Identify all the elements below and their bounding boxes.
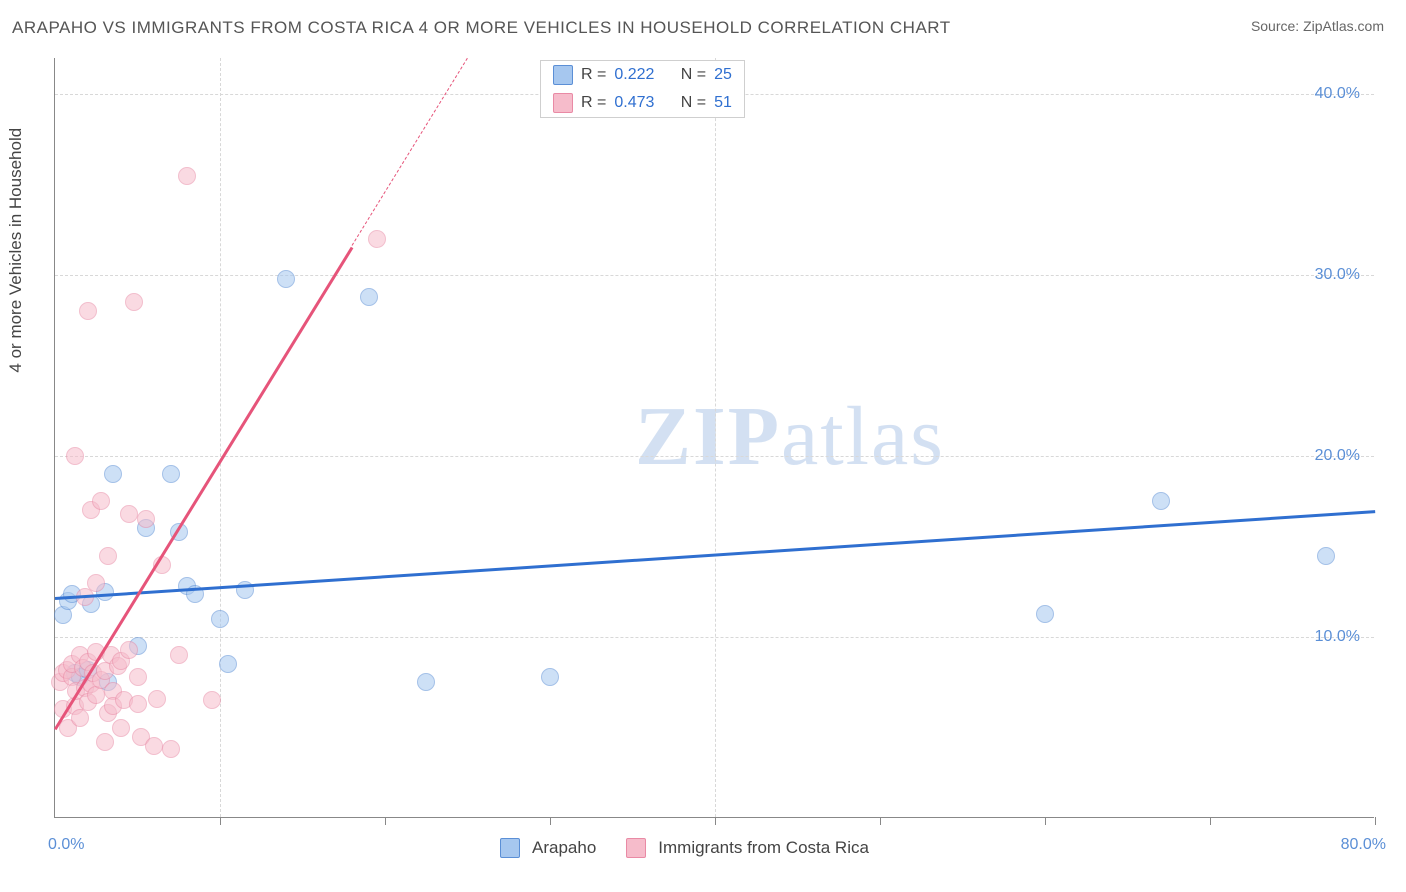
scatter-point — [145, 737, 163, 755]
scatter-point — [96, 733, 114, 751]
legend-correlation: R = 0.222 N = 25 R = 0.473 N = 51 — [540, 60, 745, 118]
legend-n-value: 25 — [714, 66, 732, 84]
x-tick-0: 0.0% — [48, 836, 84, 854]
plot-area: ZIPatlas 10.0% 20.0% 30.0% 40.0% — [54, 58, 1374, 818]
scatter-point — [219, 655, 237, 673]
scatter-point — [162, 740, 180, 758]
y-tick-label: 30.0% — [1315, 266, 1360, 284]
scatter-point — [120, 505, 138, 523]
legend-n-label: N = — [676, 66, 706, 84]
y-tick-label: 40.0% — [1315, 85, 1360, 103]
legend-row: R = 0.222 N = 25 — [541, 61, 744, 89]
x-tick-mark — [550, 817, 551, 825]
source-label: Source: ZipAtlas.com — [1251, 18, 1384, 34]
legend-swatch — [626, 838, 646, 858]
scatter-point — [112, 719, 130, 737]
legend-r-value: 0.473 — [614, 94, 668, 112]
scatter-point — [125, 293, 143, 311]
scatter-point — [203, 691, 221, 709]
trend-line — [352, 58, 468, 246]
legend-r-label: R = — [581, 66, 606, 84]
scatter-point — [277, 270, 295, 288]
scatter-point — [417, 673, 435, 691]
x-tick-mark — [1210, 817, 1211, 825]
scatter-point — [92, 492, 110, 510]
legend-n-value: 51 — [714, 94, 732, 112]
legend-series-label: Arapaho — [532, 838, 596, 858]
legend-row: R = 0.473 N = 51 — [541, 89, 744, 117]
chart-container: ARAPAHO VS IMMIGRANTS FROM COSTA RICA 4 … — [0, 0, 1406, 892]
scatter-point — [137, 510, 155, 528]
scatter-point — [87, 574, 105, 592]
trend-line — [54, 246, 353, 729]
x-tick-mark — [715, 817, 716, 825]
legend-series: Arapaho Immigrants from Costa Rica — [500, 838, 887, 858]
scatter-point — [66, 447, 84, 465]
x-tick-mark — [1045, 817, 1046, 825]
scatter-point — [99, 547, 117, 565]
scatter-point — [1152, 492, 1170, 510]
gridline-v — [715, 58, 716, 817]
scatter-point — [129, 668, 147, 686]
scatter-point — [79, 302, 97, 320]
scatter-point — [1036, 605, 1054, 623]
legend-r-label: R = — [581, 94, 606, 112]
scatter-point — [170, 646, 188, 664]
x-tick-mark — [220, 817, 221, 825]
legend-swatch — [553, 93, 573, 113]
x-tick-80: 80.0% — [1341, 836, 1386, 854]
watermark: ZIPatlas — [635, 388, 945, 485]
scatter-point — [360, 288, 378, 306]
scatter-point — [148, 690, 166, 708]
legend-series-label: Immigrants from Costa Rica — [658, 838, 869, 858]
scatter-point — [368, 230, 386, 248]
scatter-point — [178, 167, 196, 185]
y-axis-label: 4 or more Vehicles in Household — [6, 128, 26, 373]
scatter-point — [541, 668, 559, 686]
scatter-point — [104, 465, 122, 483]
scatter-point — [120, 641, 138, 659]
legend-swatch — [553, 65, 573, 85]
scatter-point — [1317, 547, 1335, 565]
x-tick-mark — [880, 817, 881, 825]
scatter-point — [211, 610, 229, 628]
y-tick-label: 10.0% — [1315, 628, 1360, 646]
legend-n-label: N = — [676, 94, 706, 112]
chart-title: ARAPAHO VS IMMIGRANTS FROM COSTA RICA 4 … — [12, 18, 951, 38]
legend-r-value: 0.222 — [614, 66, 668, 84]
y-tick-label: 20.0% — [1315, 447, 1360, 465]
scatter-point — [129, 695, 147, 713]
scatter-point — [162, 465, 180, 483]
x-tick-mark — [385, 817, 386, 825]
x-tick-mark — [1375, 817, 1376, 825]
scatter-point — [71, 709, 89, 727]
legend-swatch — [500, 838, 520, 858]
